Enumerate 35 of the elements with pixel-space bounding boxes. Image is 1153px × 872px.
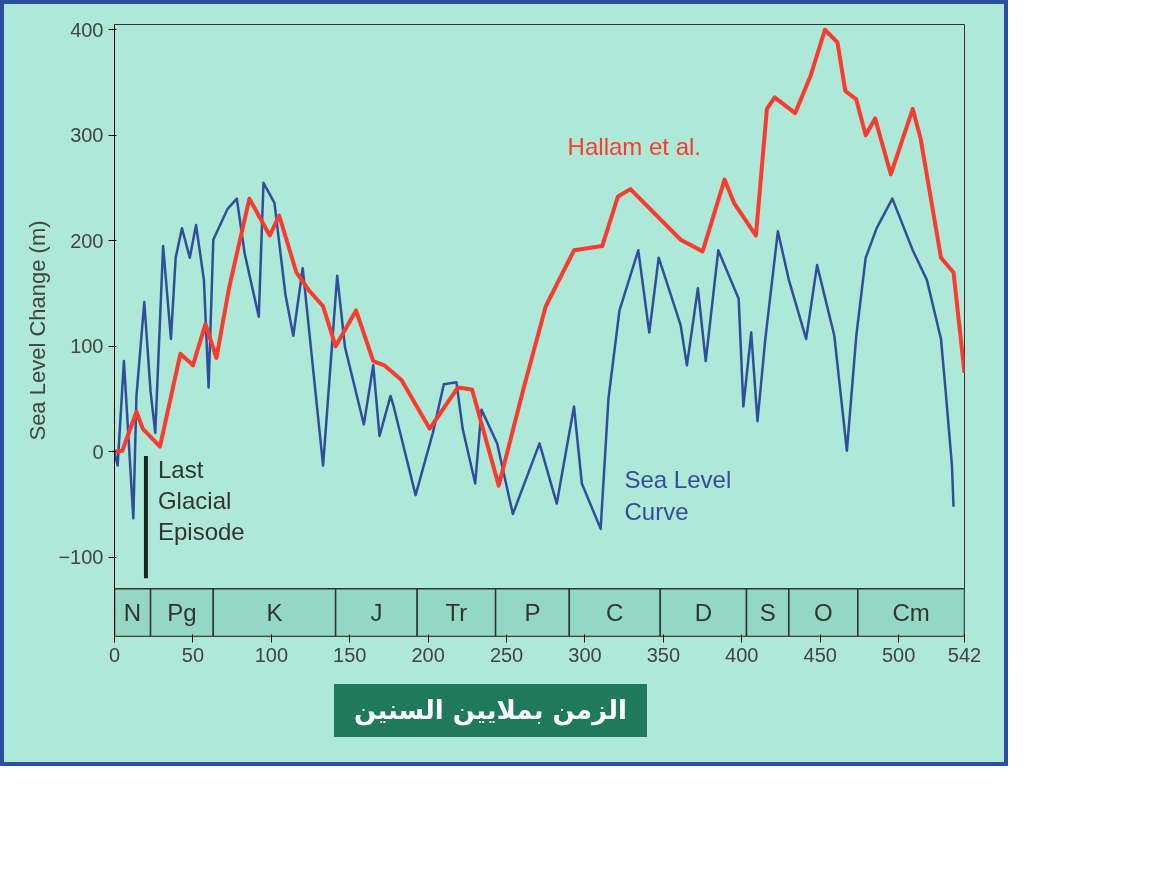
band-label: S <box>759 599 776 627</box>
x-tick-label: 200 <box>411 643 445 666</box>
band-label: O <box>814 599 833 627</box>
band-label: D <box>694 599 713 627</box>
band-label: N <box>123 599 142 627</box>
series-label: Sea Level Curve <box>624 466 732 526</box>
band-label: P <box>524 599 541 627</box>
x-tick-label: 50 <box>181 643 205 666</box>
band-label: K <box>266 599 283 627</box>
x-tick-label: 542 <box>947 643 982 666</box>
annotation: Last Glacial Episode <box>157 455 245 546</box>
y-tick-label: 400 <box>70 18 104 41</box>
y-axis-title: Sea Level Change (m) <box>25 220 51 441</box>
x-tick-label: 300 <box>568 643 602 666</box>
y-tick-label: 100 <box>70 335 104 358</box>
x-tick-label: 450 <box>803 643 837 666</box>
line-series <box>114 27 965 488</box>
x-axis-title: الزمن بملايين السنين <box>334 684 647 738</box>
x-tick-label: 250 <box>489 643 524 666</box>
x-tick-label: 350 <box>646 643 681 666</box>
y-tick-label: 0 <box>92 440 104 463</box>
x-tick-label: 500 <box>881 643 916 666</box>
y-tick-label: −100 <box>58 546 104 569</box>
x-tick-label: 100 <box>254 643 289 666</box>
y-tick-label: 200 <box>70 229 104 252</box>
band-label: J <box>370 599 383 627</box>
series-label: Hallam et al. <box>567 133 702 161</box>
band-label: C <box>606 599 624 627</box>
band-label: Tr <box>445 599 468 627</box>
y-tick-label: 300 <box>70 124 104 147</box>
x-tick-label: 150 <box>333 643 367 666</box>
band-label: Cm <box>892 599 930 627</box>
band-label: Pg <box>167 599 197 627</box>
x-tick-label: 400 <box>725 643 759 666</box>
x-tick-label: 0 <box>108 643 121 666</box>
